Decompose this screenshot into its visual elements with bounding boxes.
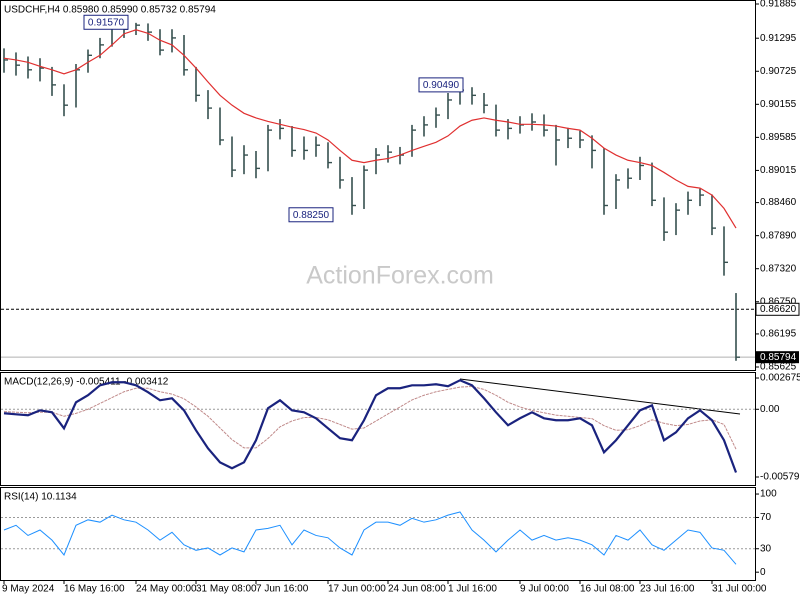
pane-title: USDCHF,H4 0.85980 0.85990 0.85732 0.8579…: [4, 5, 216, 16]
x-tick-label: 16 May 16:00: [64, 584, 125, 595]
x-tick-label: 9 May 2024: [2, 584, 55, 595]
x-tick-label: 1 Jul 16:00: [448, 584, 497, 595]
x-tick-label: 9 Jul 00:00: [520, 584, 569, 595]
annotation-box: [288, 207, 334, 223]
y-tick-label: 0.85625: [760, 362, 797, 373]
pane-border: [0, 487, 756, 581]
y-tick-label: 0.89585: [760, 132, 797, 143]
x-tick-label: 31 Jul 00:00: [712, 584, 767, 595]
y-tick-label: 70: [760, 512, 772, 523]
y-tick-label: 0.89015: [760, 165, 797, 176]
y-tick-label: 0: [760, 567, 766, 578]
y-tick-label: 0.90725: [760, 66, 797, 77]
signal-line: [3, 385, 737, 450]
y-tick-label: 0.91295: [760, 33, 797, 44]
main-line: [3, 511, 737, 565]
y-tick-label: 100: [760, 489, 777, 500]
watermark: ActionForex.com: [306, 262, 494, 290]
y-tick-label: -0.005796: [760, 472, 800, 483]
trend-line: [459, 378, 741, 415]
main-line: [3, 379, 738, 473]
y-tick-label: 0.86750: [760, 296, 797, 307]
x-tick-label: 16 Jul 08:00: [580, 584, 635, 595]
h-line-label: 0.86620: [760, 304, 797, 315]
pane-border: [0, 372, 756, 486]
x-tick-label: 17 Jun 00:00: [328, 584, 386, 595]
y-tick-label: 0.86195: [760, 329, 797, 340]
y-tick-label: 0.90155: [760, 99, 797, 110]
y-tick-label: 0.91885: [760, 0, 797, 10]
y-tick-label: 0.87320: [760, 263, 797, 274]
y-tick-label: 30: [760, 543, 772, 554]
annotation-label: 0.88250: [293, 210, 330, 221]
annotation-box: [83, 14, 129, 30]
pane-title: RSI(14) 10.1134: [4, 492, 77, 503]
y-tick-label: 0.002675: [760, 373, 800, 384]
current-price-box: [756, 351, 799, 364]
moving-average: [3, 29, 737, 229]
x-tick-label: 31 May 08:00: [196, 584, 257, 595]
current-price-label: 0.85794: [760, 352, 797, 363]
pane-border: [0, 0, 756, 371]
annotation-label: 0.90490: [423, 80, 460, 91]
pane-title: MACD(12,26,9) -0.005411 -0.003412: [4, 377, 169, 388]
x-tick-label: 7 Jun 16:00: [256, 584, 309, 595]
annotation-box: [418, 77, 464, 93]
y-tick-label: 0.00: [760, 404, 780, 415]
annotation-label: 0.91570: [88, 17, 125, 28]
y-tick-label: 0.87890: [760, 230, 797, 241]
h-line-box: [755, 302, 800, 316]
x-tick-label: 24 Jun 08:00: [388, 584, 446, 595]
y-tick-label: 0.88460: [760, 197, 797, 208]
x-tick-label: 23 Jul 16:00: [640, 584, 695, 595]
x-tick-label: 24 May 00:00: [136, 584, 197, 595]
